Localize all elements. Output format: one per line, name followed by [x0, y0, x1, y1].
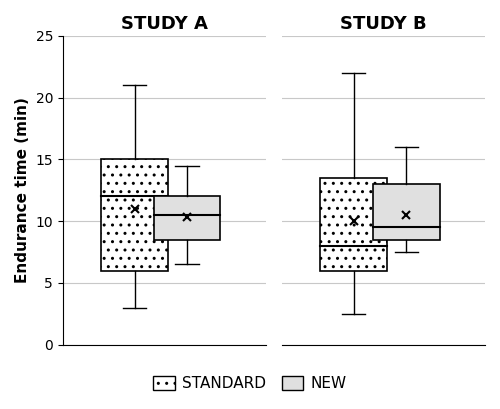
Legend: STANDARD, NEW: STANDARD, NEW [147, 369, 353, 397]
Bar [101, 160, 168, 270]
Bar [320, 178, 387, 270]
Bar [154, 196, 220, 240]
Title: STUDY B: STUDY B [340, 15, 427, 33]
Y-axis label: Endurance time (min): Endurance time (min) [15, 97, 30, 283]
Bar [373, 184, 440, 240]
Title: STUDY A: STUDY A [121, 15, 208, 33]
